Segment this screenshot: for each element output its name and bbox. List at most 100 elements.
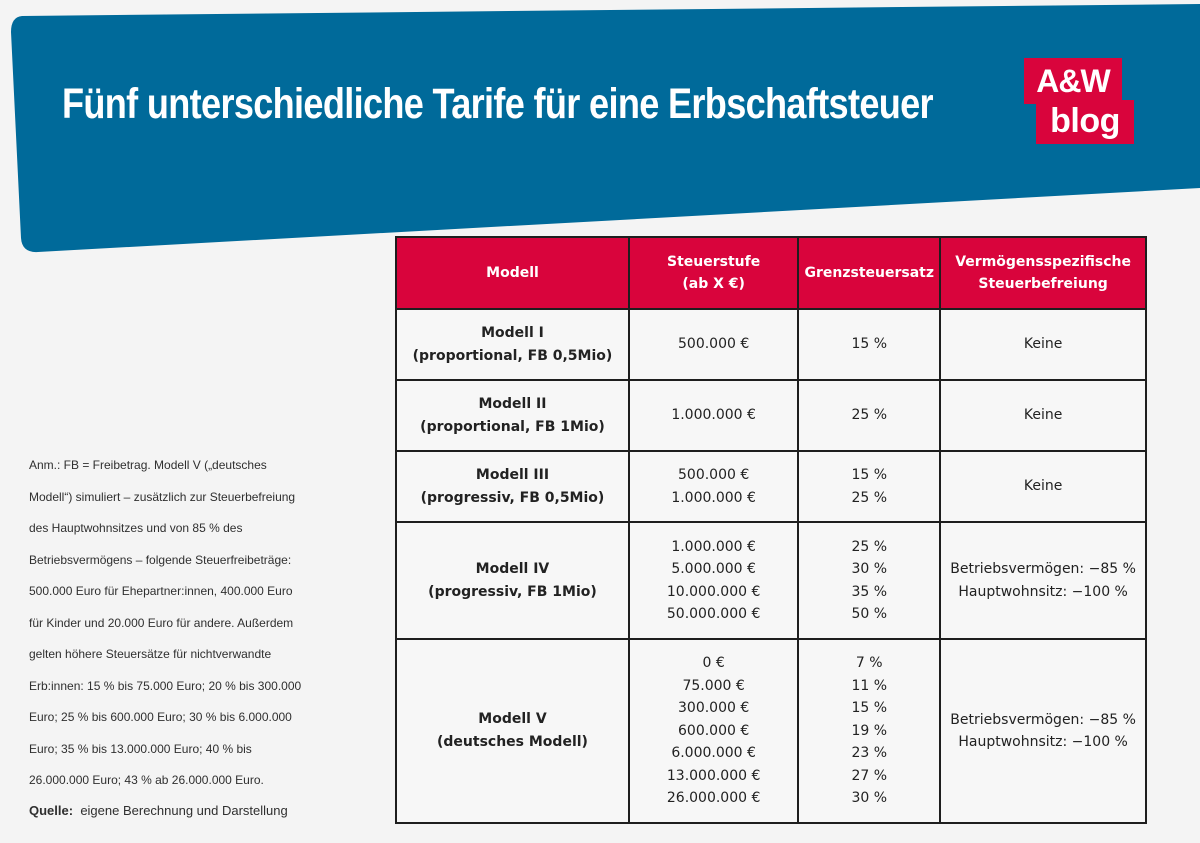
stufe-value: 600.000 € <box>678 722 750 739</box>
satz-value: 23 % <box>851 745 888 762</box>
footnote-line: Euro; 25 % bis 600.000 Euro; 30 % bis 6.… <box>29 710 292 724</box>
stufe-value: 1.000.000 € <box>671 538 756 555</box>
cell-model: Modell V (deutsches Modell) <box>395 638 630 824</box>
footnote-line: Euro; 35 % bis 13.000.000 Euro; 40 % bis <box>29 741 252 756</box>
cell-befreiung: Betriebsvermögen: −85 % Hauptwohnsitz: −… <box>939 638 1147 824</box>
model-name: Modell III <box>475 466 550 483</box>
footnote-line: Anm.: FB = Freibetrag. Modell V („deutsc… <box>29 458 267 472</box>
stufe-value: 500.000 € <box>678 336 750 353</box>
stufe-value: 300.000 € <box>678 700 750 717</box>
model-desc: (deutsches Modell) <box>437 734 588 750</box>
header-text: Grenzsteuersatz <box>804 265 935 281</box>
footnote-line: des Hauptwohnsitzes und von 85 % des <box>29 521 243 535</box>
header-text: Steuerbefreiung <box>978 276 1108 292</box>
footnote-line: Modell“) simuliert – zusätzlich zur Steu… <box>29 489 296 504</box>
stufe-value: 5.000.000 € <box>671 561 756 577</box>
stufe-value: 6.000.000 € <box>671 745 756 762</box>
befreiung-value: Hauptwohnsitz: −100 % <box>958 583 1128 600</box>
stufe-value: 10.000.000 € <box>666 583 761 600</box>
stufe-value: 50.000.000 € <box>666 606 761 622</box>
model-desc: (proportional, FB 0,5Mio) <box>412 347 613 364</box>
satz-value: 27 % <box>851 767 888 784</box>
befreiung-value: Betriebsvermögen: −85 % <box>950 711 1136 728</box>
satz-value: 11 % <box>851 677 888 694</box>
header-befreiung: Vermögensspezifische Steuerbefreiung <box>939 236 1147 310</box>
model-name: Modell II <box>478 395 547 412</box>
stufe-value: 26.000.000 € <box>666 790 761 807</box>
cell-model: Modell IV (progressiv, FB 1Mio) <box>395 521 630 640</box>
satz-value: 15 % <box>851 467 888 483</box>
cell-model: Modell I (proportional, FB 0,5Mio) <box>395 308 630 381</box>
table-row: Modell IV (progressiv, FB 1Mio) 1.000.00… <box>395 521 1147 640</box>
footnote-line: 26.000.000 Euro; 43 % ab 26.000.000 Euro… <box>29 773 264 787</box>
header-banner <box>0 0 1200 260</box>
source-note: Quelle: eigene Berechnung und Darstellun… <box>29 803 288 818</box>
footnote-line: gelten höhere Steuersätze für nichtverwa… <box>29 647 272 661</box>
logo-line-1: A&W <box>1024 58 1122 104</box>
cell-stufen: 500.000 € <box>627 308 800 381</box>
page-title: Fünf unterschiedliche Tarife für eine Er… <box>62 80 934 128</box>
satz-value: 7 % <box>855 655 883 672</box>
satz-value: 19 % <box>851 722 888 739</box>
cell-stufen: 1.000.000 € 5.000.000 € 10.000.000 € 50.… <box>627 521 800 640</box>
header-text: (ab X €) <box>682 276 745 292</box>
aw-blog-logo[interactable]: A&W blog <box>1024 58 1134 144</box>
model-name: Modell I <box>481 324 544 341</box>
cell-saetze: 7 % 11 % 15 % 19 % 23 % 27 % 30 % <box>797 638 942 824</box>
befreiung-value: Betriebsvermögen: −85 % <box>950 561 1136 577</box>
footnote-line: Erb:innen: 15 % bis 75.000 Euro; 20 % bi… <box>29 678 302 693</box>
cell-stufen: 500.000 € 1.000.000 € <box>627 450 800 523</box>
cell-saetze: 25 % 30 % 35 % 50 % <box>797 521 942 640</box>
model-desc: (progressiv, FB 1Mio) <box>428 583 597 600</box>
satz-value: 15 % <box>851 336 888 353</box>
befreiung-value: Keine <box>1023 478 1063 495</box>
cell-model: Modell II (proportional, FB 1Mio) <box>395 379 630 452</box>
header-steuerstufe: Steuerstufe (ab X €) <box>627 236 800 310</box>
satz-value: 25 % <box>851 489 888 506</box>
cell-model: Modell III (progressiv, FB 0,5Mio) <box>395 450 630 523</box>
stufe-value: 75.000 € <box>682 677 745 694</box>
stufe-value: 500.000 € <box>678 467 750 483</box>
table-row: Modell II (proportional, FB 1Mio) 1.000.… <box>395 379 1147 452</box>
tarif-table: Modell Steuerstufe (ab X €) Grenzsteuers… <box>395 236 1147 824</box>
model-name: Modell IV <box>475 560 550 577</box>
satz-value: 25 % <box>851 407 888 424</box>
model-desc: (progressiv, FB 0,5Mio) <box>420 489 605 506</box>
satz-value: 50 % <box>851 606 888 622</box>
stufe-value: 1.000.000 € <box>671 489 756 506</box>
cell-befreiung: Keine <box>939 308 1147 381</box>
satz-value: 35 % <box>851 583 888 600</box>
cell-stufen: 1.000.000 € <box>627 379 800 452</box>
table-row: Modell III (progressiv, FB 0,5Mio) 500.0… <box>395 450 1147 523</box>
befreiung-value: Hauptwohnsitz: −100 % <box>958 734 1128 750</box>
model-name: Modell V <box>478 711 547 727</box>
source-text: eigene Berechnung und Darstellung <box>80 803 288 818</box>
source-label: Quelle: <box>29 803 74 818</box>
header-text: Steuerstufe <box>667 254 761 270</box>
table-row: Modell V (deutsches Modell) 0 € 75.000 €… <box>395 638 1147 824</box>
cell-saetze: 25 % <box>797 379 942 452</box>
banner-shape <box>11 4 1200 253</box>
cell-befreiung: Keine <box>939 379 1147 452</box>
cell-saetze: 15 % 25 % <box>797 450 942 523</box>
stufe-value: 0 € <box>702 655 725 672</box>
table-row: Modell I (proportional, FB 0,5Mio) 500.0… <box>395 308 1147 381</box>
header-text: Vermögensspezifische <box>955 254 1131 270</box>
header-text: Modell <box>486 265 539 281</box>
header-modell: Modell <box>395 236 630 310</box>
cell-stufen: 0 € 75.000 € 300.000 € 600.000 € 6.000.0… <box>627 638 800 824</box>
model-desc: (proportional, FB 1Mio) <box>420 418 605 435</box>
stufe-value: 13.000.000 € <box>666 767 761 784</box>
header-grenzsteuersatz: Grenzsteuersatz <box>797 236 942 310</box>
cell-befreiung: Keine <box>939 450 1147 523</box>
stufe-value: 1.000.000 € <box>671 407 756 424</box>
satz-value: 15 % <box>851 700 888 717</box>
footnote-line: für Kinder und 20.000 Euro für andere. A… <box>29 615 294 630</box>
cell-saetze: 15 % <box>797 308 942 381</box>
befreiung-value: Keine <box>1023 336 1063 353</box>
logo-line-2: blog <box>1036 100 1134 144</box>
table-header-row: Modell Steuerstufe (ab X €) Grenzsteuers… <box>395 236 1147 310</box>
satz-value: 30 % <box>851 561 888 577</box>
satz-value: 25 % <box>851 538 888 555</box>
footnote: Anm.: FB = Freibetrag. Modell V („deutsc… <box>29 450 329 797</box>
